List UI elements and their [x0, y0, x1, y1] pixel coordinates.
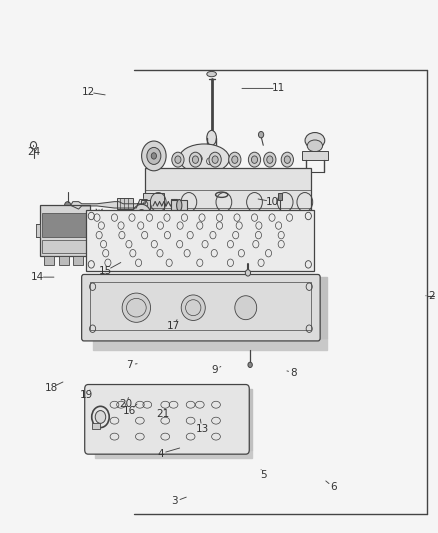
Ellipse shape [245, 270, 250, 276]
Bar [42, 240, 88, 253]
Ellipse shape [191, 154, 202, 164]
Bar [277, 193, 282, 199]
Polygon shape [317, 277, 326, 338]
Polygon shape [92, 338, 326, 350]
Bar [171, 199, 177, 212]
Circle shape [266, 156, 272, 164]
Text: 21: 21 [155, 409, 169, 419]
FancyBboxPatch shape [85, 384, 249, 454]
FancyBboxPatch shape [81, 274, 319, 341]
Text: 3: 3 [171, 496, 178, 506]
Bar [35, 224, 40, 237]
Bar [86, 209, 313, 271]
Circle shape [228, 152, 240, 167]
Ellipse shape [304, 133, 324, 149]
Polygon shape [245, 389, 252, 450]
Ellipse shape [247, 362, 252, 368]
Circle shape [64, 201, 71, 209]
Circle shape [189, 152, 201, 167]
Circle shape [251, 156, 257, 164]
Text: 11: 11 [271, 83, 285, 93]
Ellipse shape [234, 296, 256, 320]
Circle shape [231, 156, 237, 164]
Ellipse shape [122, 293, 150, 322]
Polygon shape [95, 450, 252, 458]
Ellipse shape [181, 295, 205, 320]
Circle shape [208, 152, 221, 167]
Ellipse shape [176, 199, 181, 211]
Bar [42, 213, 88, 237]
Bar [143, 193, 164, 230]
Text: 18: 18 [44, 383, 57, 393]
Circle shape [174, 156, 180, 164]
Text: 10: 10 [265, 197, 278, 207]
Text: 14: 14 [31, 272, 44, 282]
Circle shape [281, 152, 293, 167]
Circle shape [284, 156, 290, 164]
Polygon shape [71, 199, 147, 209]
Text: 9: 9 [211, 365, 218, 375]
Text: 8: 8 [290, 368, 297, 378]
Text: 4: 4 [157, 449, 163, 458]
Ellipse shape [307, 140, 322, 152]
Ellipse shape [179, 144, 229, 173]
Text: 5: 5 [259, 470, 266, 480]
Text: 20: 20 [119, 399, 132, 409]
Text: 19: 19 [79, 390, 92, 400]
Bar [40, 205, 90, 256]
Bar [171, 200, 187, 211]
Circle shape [151, 153, 156, 159]
Text: 17: 17 [166, 321, 180, 331]
Circle shape [263, 152, 276, 167]
Circle shape [192, 156, 198, 164]
Circle shape [171, 152, 184, 167]
Circle shape [248, 152, 260, 167]
Text: 6: 6 [329, 482, 336, 492]
Bar [117, 198, 133, 209]
Text: 7: 7 [126, 360, 133, 370]
Bar [145, 167, 311, 230]
Bar [301, 151, 327, 160]
Circle shape [141, 141, 166, 171]
Bar [90, 282, 311, 330]
Bar [44, 256, 54, 265]
Circle shape [212, 156, 218, 164]
Ellipse shape [171, 199, 177, 211]
Circle shape [258, 132, 263, 138]
Text: 24: 24 [27, 147, 40, 157]
Text: 13: 13 [195, 424, 208, 434]
Circle shape [95, 410, 106, 423]
Ellipse shape [206, 131, 216, 146]
Bar [59, 256, 68, 265]
Circle shape [136, 209, 147, 222]
Circle shape [214, 154, 219, 160]
Circle shape [147, 148, 160, 165]
Bar [92, 423, 99, 429]
Circle shape [132, 204, 151, 228]
Text: 16: 16 [123, 406, 136, 416]
Text: 15: 15 [99, 266, 112, 276]
Ellipse shape [206, 71, 216, 77]
Bar [180, 225, 184, 230]
Bar [141, 199, 150, 209]
Text: 2: 2 [427, 290, 434, 301]
Text: 12: 12 [81, 87, 95, 97]
Bar [73, 256, 83, 265]
